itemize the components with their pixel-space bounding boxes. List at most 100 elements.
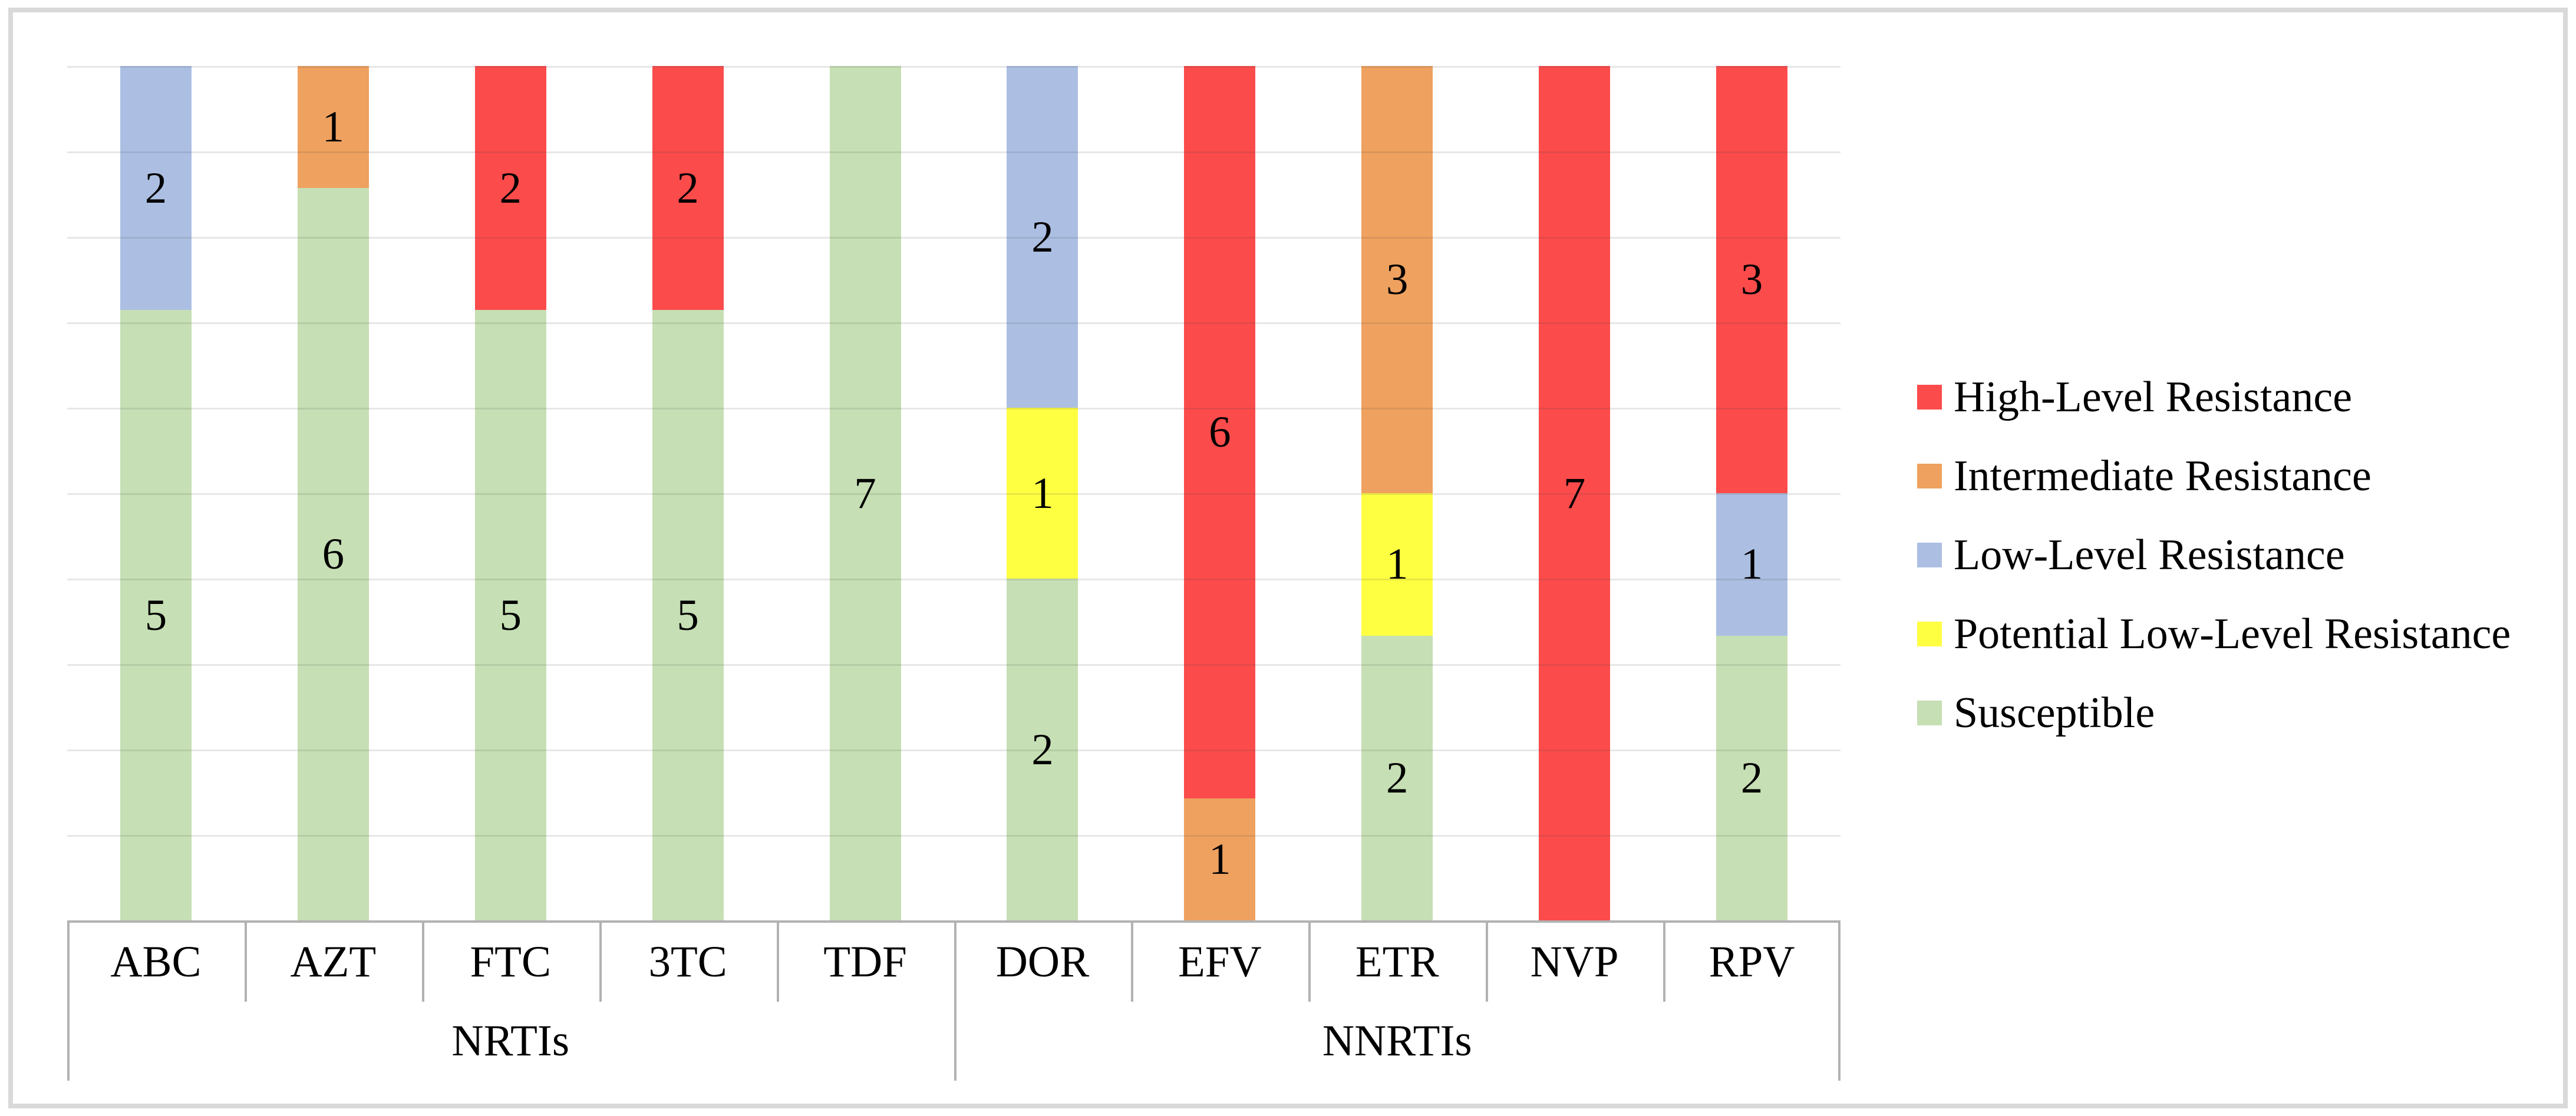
legend-swatch (1917, 622, 1942, 646)
category-label-azt: AZT (290, 937, 377, 986)
legend-label: Potential Low-Level Resistance (1954, 610, 2511, 658)
gridline (67, 664, 1841, 666)
axis-divider (954, 923, 956, 1081)
gridline (67, 749, 1841, 751)
value-label: 2 (144, 163, 167, 213)
legend-label: Intermediate Resistance (1954, 452, 2371, 500)
bar-segment: 6 (1184, 66, 1256, 798)
bar-segment: 5 (120, 310, 192, 920)
legend-label: High-Level Resistance (1954, 373, 2353, 421)
bar-segment: 2 (1716, 635, 1788, 920)
category-label-rpv: RPV (1708, 937, 1795, 986)
legend-swatch (1917, 701, 1942, 725)
bar-slot-dor: 2 1 2 (954, 66, 1132, 920)
bar-slot-etr: 3 1 2 (1308, 66, 1486, 920)
value-label: 1 (1386, 540, 1409, 589)
group-label-nrtis: NRTIs (451, 1016, 570, 1065)
gridline (67, 151, 1841, 153)
legend-swatch (1917, 385, 1942, 410)
value-label: 3 (1740, 255, 1763, 304)
gridline (67, 493, 1841, 495)
gridline (67, 408, 1841, 410)
value-label: 2 (499, 163, 522, 213)
bar-segment: 6 (297, 188, 369, 920)
category-label-efv: EFV (1177, 937, 1262, 986)
bar-segment: 1 (1716, 493, 1788, 636)
value-label: 2 (1031, 725, 1054, 774)
value-label: 5 (677, 590, 699, 640)
legend-label: Susceptible (1954, 689, 2155, 737)
legend-swatch (1917, 543, 1942, 567)
bar-segment: 1 (1007, 408, 1078, 579)
axis-divider (1131, 923, 1134, 1002)
bar-slot-nvp: 7 (1486, 66, 1663, 920)
category-label-dor: DOR (995, 937, 1090, 986)
axis-divider (244, 923, 247, 1002)
bar-segment: 1 (1361, 493, 1433, 636)
category-label-3tc: 3TC (648, 937, 727, 986)
legend-item: Low-Level Resistance (1917, 533, 2345, 577)
bar-segment: 2 (1361, 635, 1433, 920)
bar-segment: 1 (1184, 798, 1256, 920)
value-label: 2 (677, 163, 699, 213)
axis-divider (599, 923, 602, 1002)
bar-segment: 2 (652, 66, 724, 311)
gridline (67, 579, 1841, 580)
bar-segment: 7 (829, 66, 901, 920)
value-label: 1 (1740, 540, 1763, 589)
category-label-tdf: TDF (823, 937, 907, 986)
legend-item: Potential Low-Level Resistance (1917, 612, 2511, 656)
value-label: 2 (1740, 753, 1763, 803)
value-label: 1 (322, 103, 345, 152)
axis-divider (776, 923, 779, 1002)
value-label: 7 (854, 468, 876, 518)
axis-divider (67, 923, 70, 1081)
stacked-bar-tdf: 7 (829, 66, 901, 920)
gridline (67, 322, 1841, 324)
category-label-abc: ABC (110, 937, 202, 986)
bar-segment: 2 (474, 66, 546, 311)
category-label-ftc: FTC (470, 937, 552, 986)
bar-slot-rpv: 3 1 2 (1663, 66, 1841, 920)
value-label: 3 (1386, 255, 1409, 304)
axis-divider (421, 923, 424, 1002)
bar-segment: 7 (1539, 66, 1611, 920)
value-label: 1 (1209, 834, 1231, 884)
bar-segment: 2 (1007, 66, 1078, 408)
value-label: 5 (144, 590, 167, 640)
bar-segment: 2 (1007, 579, 1078, 920)
value-label: 2 (1031, 212, 1054, 262)
stacked-bar-rpv: 3 1 2 (1716, 66, 1788, 920)
value-label: 2 (1386, 753, 1409, 803)
bar-segment: 1 (297, 66, 369, 189)
category-axis-table: ABC AZT FTC 3TC TDF DOR EFV ETR NVP RPV NRTIs NNRTI… (67, 920, 1841, 1081)
legend-label: Low-Level Resistance (1954, 531, 2345, 579)
legend-item: High-Level Resistance (1917, 375, 2352, 419)
legend-item: Susceptible (1917, 691, 2155, 735)
gridline (67, 66, 1841, 68)
value-label: 6 (1209, 407, 1231, 457)
bar-slot-tdf: 7 (777, 66, 954, 920)
value-label: 6 (322, 530, 345, 579)
legend-item: Intermediate Resistance (1917, 454, 2371, 498)
bar-segment: 3 (1716, 66, 1788, 493)
category-label-etr: ETR (1355, 937, 1439, 986)
legend-swatch (1917, 464, 1942, 488)
value-label: 1 (1031, 468, 1054, 518)
bar-segment: 3 (1361, 66, 1433, 493)
bar-segment: 2 (120, 66, 192, 311)
axis-divider (1486, 923, 1489, 1002)
axis-divider (1308, 923, 1311, 1002)
stacked-bar-dor: 2 1 2 (1007, 66, 1078, 920)
